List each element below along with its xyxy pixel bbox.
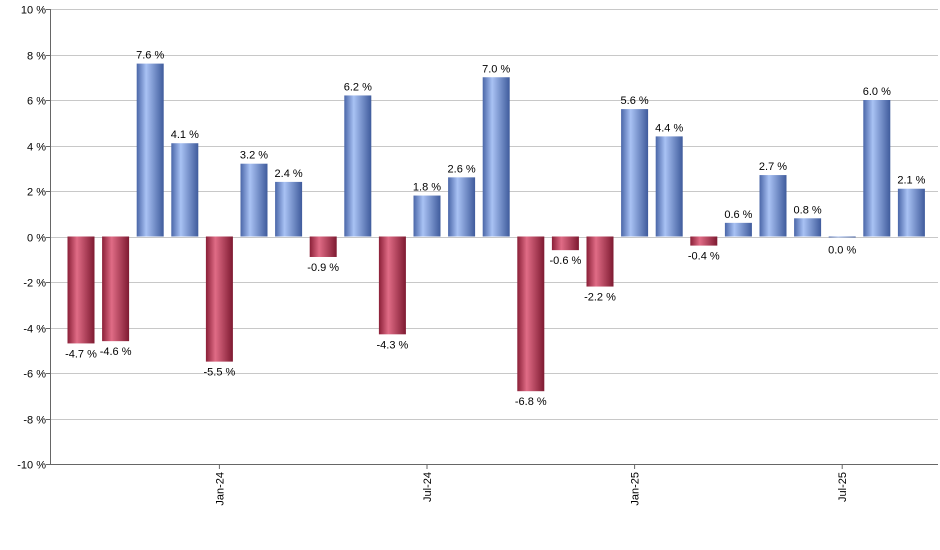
bar <box>378 236 406 335</box>
data-label: 2.1 % <box>897 175 925 187</box>
data-label: -4.6 % <box>100 346 132 358</box>
bar <box>136 63 164 237</box>
bars <box>67 63 925 392</box>
x-tick-label: Jul-24 <box>422 472 434 502</box>
bar <box>551 236 579 251</box>
bar <box>897 188 925 237</box>
axes: 10 % 8 % 6 % 4 % 2 % 0 % -2 % -4 % -6 % -8 % -10 %… <box>17 5 938 506</box>
bar <box>67 236 95 344</box>
bar <box>828 236 856 238</box>
data-label: 6.2 % <box>344 81 372 93</box>
bar <box>655 136 683 237</box>
data-label: 0.6 % <box>724 209 752 221</box>
bar <box>344 95 372 237</box>
data-label: 2.6 % <box>448 163 476 175</box>
data-labels: -4.7 % -4.6 % 7.6 % 4.1 % -5.5 % 3.2 % 2.4 % -0… <box>65 50 926 409</box>
x-tick-label: Jan-24 <box>214 472 226 506</box>
bar <box>690 236 718 246</box>
bar <box>205 236 233 362</box>
y-tick-label: 10 % <box>21 5 46 17</box>
bar <box>240 163 268 237</box>
bar <box>759 175 787 237</box>
data-label: 1.8 % <box>413 182 441 194</box>
y-tick-label: 2 % <box>27 187 46 199</box>
bar <box>309 236 337 257</box>
data-label: -5.5 % <box>204 367 236 379</box>
data-label: -6.8 % <box>515 396 547 408</box>
data-label: 2.7 % <box>759 161 787 173</box>
data-label: 7.0 % <box>482 63 510 75</box>
y-tick-label: 8 % <box>27 51 46 63</box>
x-tick-label: Jul-25 <box>837 472 849 502</box>
y-tick-label: -2 % <box>23 278 46 290</box>
data-label: 4.4 % <box>655 122 683 134</box>
data-label: 7.6 % <box>136 50 164 62</box>
data-label: 2.4 % <box>275 168 303 180</box>
y-tick-label: -10 % <box>17 460 46 472</box>
bar <box>517 236 545 392</box>
data-label: -4.7 % <box>65 348 97 360</box>
data-label: -2.2 % <box>584 292 616 304</box>
bar <box>482 77 510 237</box>
y-tick-label: -4 % <box>23 324 46 336</box>
data-label: -0.6 % <box>550 255 582 267</box>
bar <box>171 143 199 237</box>
bar <box>413 195 441 237</box>
y-tick-label: 6 % <box>27 96 46 108</box>
data-label: 4.1 % <box>171 129 199 141</box>
data-label: 0.0 % <box>828 245 856 257</box>
data-label: -0.4 % <box>688 251 720 263</box>
data-label: 0.8 % <box>794 204 822 216</box>
y-tick-label: 4 % <box>27 142 46 154</box>
bar <box>863 100 891 237</box>
data-label: 3.2 % <box>240 150 268 162</box>
x-tick-label: Jan-25 <box>630 472 642 506</box>
bar <box>621 109 649 237</box>
data-label: 6.0 % <box>863 86 891 98</box>
y-tick-label: -8 % <box>23 415 46 427</box>
y-tick-label: -6 % <box>23 369 46 381</box>
bar <box>102 236 130 342</box>
bar <box>724 222 752 237</box>
bar <box>448 177 476 237</box>
data-label: 5.6 % <box>621 95 649 107</box>
data-label: -0.9 % <box>307 262 339 274</box>
y-tick-label: 0 % <box>27 233 46 245</box>
bar <box>586 236 614 287</box>
data-label: -4.3 % <box>377 339 409 351</box>
bar <box>275 181 303 237</box>
bar <box>794 218 822 237</box>
